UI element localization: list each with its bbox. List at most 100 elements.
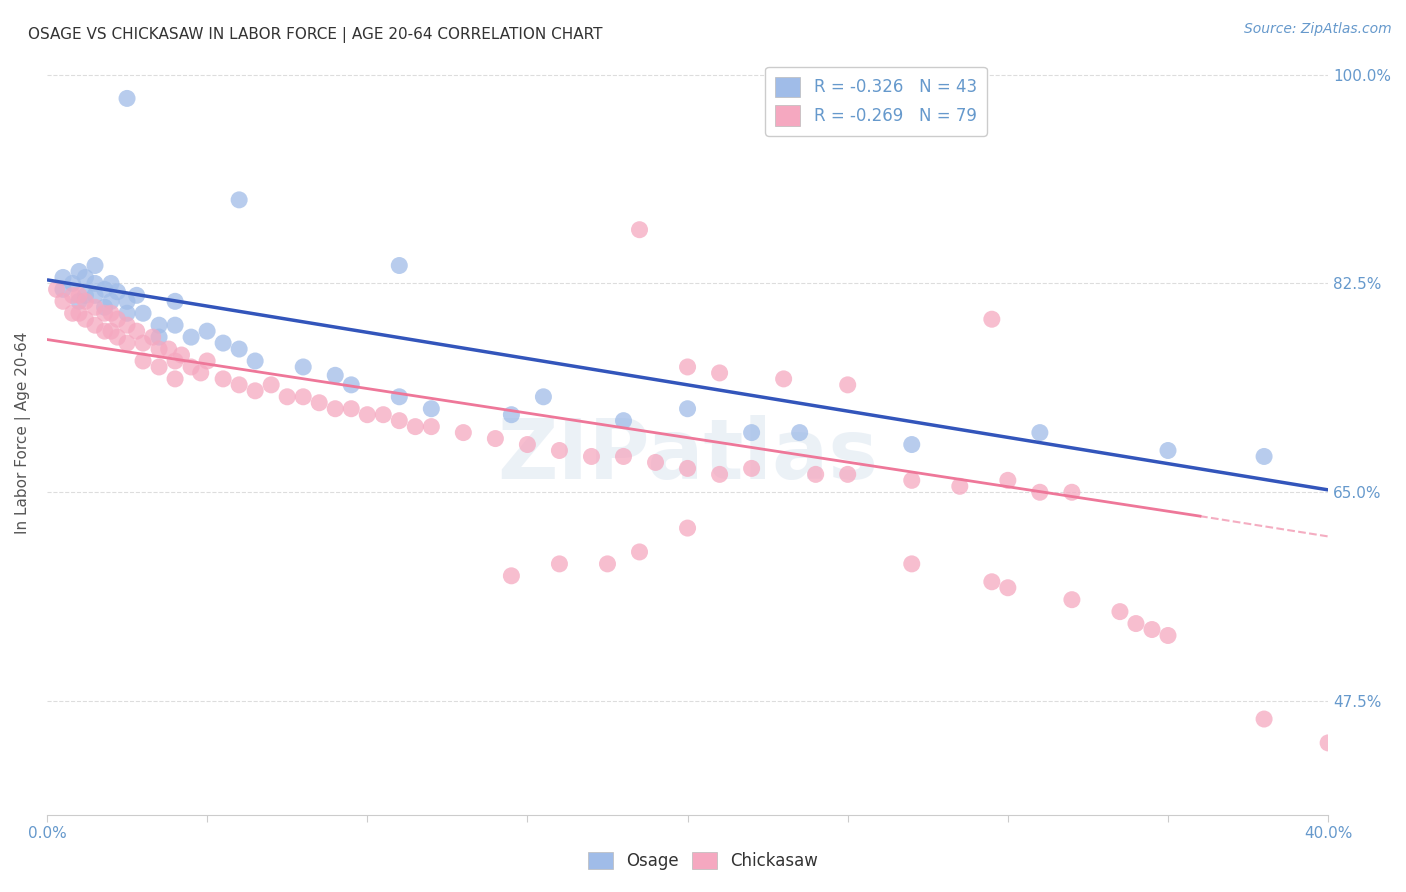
Point: [84, 277, 107, 291]
Point: [67, 294, 90, 309]
Point: [388, 414, 411, 428]
Point: [67, 288, 90, 302]
Point: [1140, 623, 1163, 637]
Y-axis label: In Labor Force | Age 20-64: In Labor Force | Age 20-64: [15, 332, 31, 533]
Point: [84, 300, 107, 314]
Point: [93, 300, 115, 314]
Point: [107, 312, 129, 326]
Point: [62, 306, 84, 320]
Point: [107, 285, 129, 299]
Point: [1253, 712, 1275, 726]
Point: [148, 318, 170, 333]
Point: [484, 432, 506, 446]
Point: [148, 330, 170, 344]
Point: [340, 377, 363, 392]
Point: [308, 396, 330, 410]
Point: [115, 306, 138, 320]
Point: [292, 390, 315, 404]
Point: [340, 401, 363, 416]
Point: [52, 294, 75, 309]
Point: [62, 277, 84, 291]
Point: [804, 467, 827, 482]
Point: [148, 342, 170, 356]
Point: [741, 425, 763, 440]
Point: [228, 377, 250, 392]
Point: [100, 324, 122, 338]
Point: [195, 324, 218, 338]
Point: [100, 277, 122, 291]
Point: [52, 282, 75, 296]
Point: [1157, 628, 1180, 642]
Point: [373, 408, 395, 422]
Point: [772, 372, 794, 386]
Point: [93, 324, 115, 338]
Point: [900, 557, 922, 571]
Point: [516, 437, 538, 451]
Point: [1109, 605, 1132, 619]
Point: [388, 259, 411, 273]
Point: [243, 354, 266, 368]
Point: [75, 294, 97, 309]
Legend: R = -0.326   N = 43, R = -0.269   N = 79: R = -0.326 N = 43, R = -0.269 N = 79: [765, 67, 987, 136]
Point: [980, 312, 1002, 326]
Point: [676, 461, 699, 475]
Point: [125, 324, 148, 338]
Point: [676, 521, 699, 535]
Point: [1029, 425, 1052, 440]
Point: [125, 288, 148, 302]
Point: [62, 288, 84, 302]
Point: [93, 306, 115, 320]
Point: [501, 408, 523, 422]
Point: [612, 414, 634, 428]
Point: [142, 330, 165, 344]
Point: [84, 288, 107, 302]
Point: [548, 443, 571, 458]
Point: [75, 312, 97, 326]
Point: [900, 437, 922, 451]
Point: [404, 419, 426, 434]
Point: [157, 342, 180, 356]
Text: ZIPatlas: ZIPatlas: [498, 415, 879, 496]
Point: [52, 270, 75, 285]
Point: [676, 359, 699, 374]
Point: [212, 336, 235, 351]
Point: [165, 294, 187, 309]
Point: [420, 419, 443, 434]
Point: [741, 461, 763, 475]
Point: [170, 348, 193, 362]
Point: [501, 569, 523, 583]
Point: [900, 473, 922, 487]
Point: [292, 359, 315, 374]
Point: [260, 377, 283, 392]
Point: [115, 336, 138, 351]
Point: [1029, 485, 1052, 500]
Point: [837, 377, 859, 392]
Point: [115, 294, 138, 309]
Point: [132, 336, 155, 351]
Point: [84, 259, 107, 273]
Point: [676, 401, 699, 416]
Point: [180, 359, 202, 374]
Point: [628, 223, 651, 237]
Point: [180, 330, 202, 344]
Point: [323, 401, 346, 416]
Point: [75, 288, 97, 302]
Point: [67, 306, 90, 320]
Point: [709, 366, 731, 380]
Point: [100, 306, 122, 320]
Point: [1157, 443, 1180, 458]
Point: [1060, 592, 1083, 607]
Point: [228, 193, 250, 207]
Point: [132, 354, 155, 368]
Point: [45, 282, 67, 296]
Point: [997, 581, 1019, 595]
Point: [195, 354, 218, 368]
Point: [709, 467, 731, 482]
Point: [93, 282, 115, 296]
Point: [115, 91, 138, 105]
Point: [1125, 616, 1147, 631]
Point: [388, 390, 411, 404]
Point: [612, 450, 634, 464]
Text: Source: ZipAtlas.com: Source: ZipAtlas.com: [1244, 22, 1392, 37]
Point: [533, 390, 555, 404]
